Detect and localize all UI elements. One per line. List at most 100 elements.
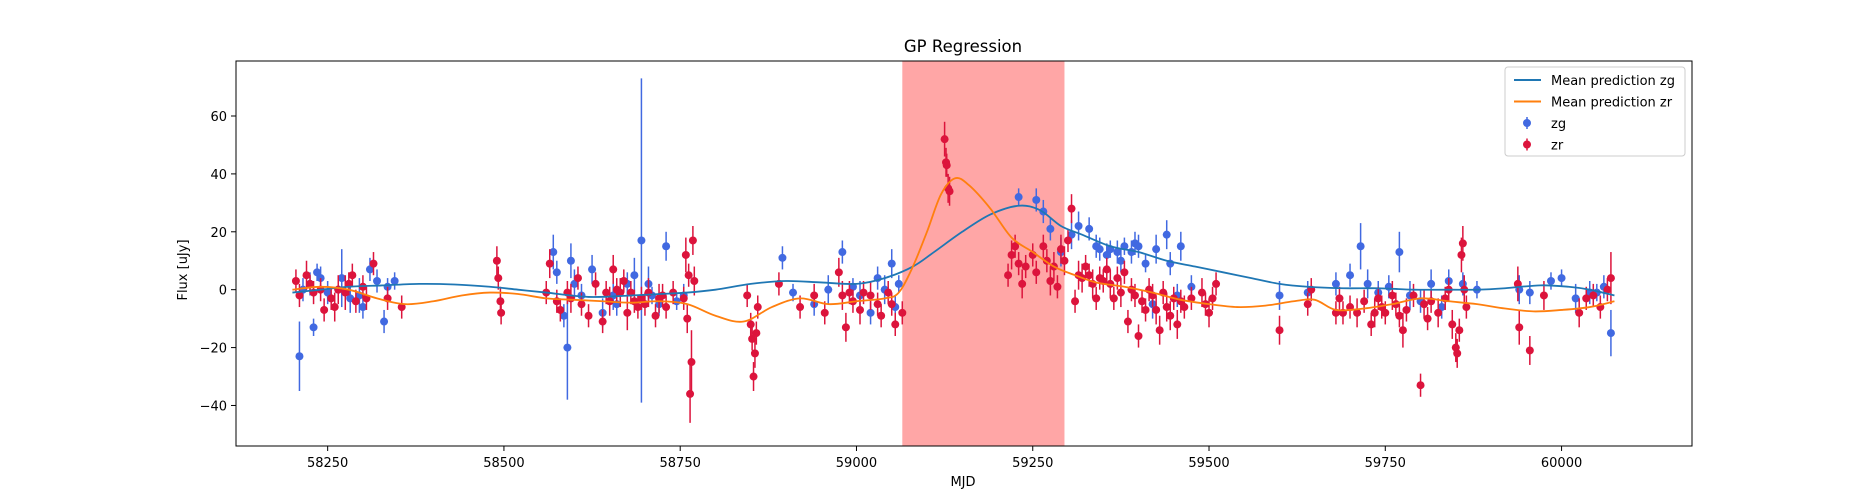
- data-point-zr: [1462, 303, 1471, 312]
- data-point-zg: [559, 311, 568, 320]
- data-point-zr: [1067, 204, 1076, 213]
- data-point-zr: [497, 308, 506, 317]
- data-point-zr: [1515, 323, 1524, 332]
- data-point-zr: [845, 288, 854, 297]
- data-point-zr: [598, 317, 607, 326]
- data-point-zr: [752, 329, 761, 338]
- data-point-zg: [866, 308, 875, 317]
- data-point-zg: [789, 288, 798, 297]
- x-tick-label: 60000: [1541, 456, 1582, 471]
- legend-point-marker: [1523, 119, 1531, 127]
- y-tick-label: 0: [219, 284, 227, 299]
- data-point-zr: [584, 311, 593, 320]
- data-point-zg: [1141, 259, 1150, 268]
- plot-area: 58250 58500 58750 59000 59250 59500 59750 60000…: [200, 60, 1693, 471]
- data-point-zg: [1356, 242, 1365, 251]
- data-point-zr: [397, 303, 406, 312]
- data-point-zg: [1606, 329, 1615, 338]
- data-point-zg: [609, 291, 618, 300]
- data-point-zr: [1453, 349, 1462, 358]
- data-point-zg: [1102, 250, 1111, 259]
- data-point-zr: [1275, 326, 1284, 335]
- data-point-zr: [1071, 297, 1080, 306]
- data-point-zr: [651, 311, 660, 320]
- legend-label: zg: [1551, 117, 1566, 132]
- data-point-zr: [898, 308, 907, 317]
- data-point-zr: [1011, 242, 1020, 251]
- data-point-zg: [313, 268, 322, 277]
- data-point-zr: [320, 305, 329, 314]
- data-point-zr: [1056, 245, 1065, 254]
- legend-box: [1504, 66, 1686, 157]
- data-point-zr: [302, 271, 311, 280]
- y-tick-label: 40: [210, 168, 227, 183]
- data-point-zg: [894, 279, 903, 288]
- data-point-zr: [820, 308, 829, 317]
- data-point-zr: [866, 291, 875, 300]
- data-point-zg: [365, 265, 374, 274]
- data-point-zg: [1152, 245, 1161, 254]
- data-point-zr: [942, 161, 951, 170]
- data-point-zr: [616, 288, 625, 297]
- data-point-zr: [1398, 326, 1407, 335]
- data-point-zr: [556, 305, 565, 314]
- data-point-zg: [373, 277, 382, 285]
- data-point-zg: [1085, 224, 1094, 233]
- data-point-zg: [358, 303, 367, 312]
- data-point-zr: [859, 288, 868, 297]
- data-point-zr: [1039, 242, 1048, 251]
- data-point-zr: [591, 279, 600, 288]
- data-point-zg: [1346, 271, 1355, 280]
- data-point-zr: [1109, 294, 1118, 303]
- data-point-zr: [1187, 294, 1196, 303]
- data-point-zg: [1525, 288, 1534, 297]
- data-point-zg: [1046, 224, 1055, 233]
- series-zg: [295, 78, 1615, 403]
- data-point-zg: [380, 317, 389, 326]
- x-tick-label: 58750: [660, 456, 701, 471]
- data-point-zr: [873, 300, 882, 309]
- data-point-zr: [687, 358, 696, 367]
- data-point-zr: [1303, 300, 1312, 309]
- data-point-zr: [1032, 268, 1041, 277]
- data-point-zr: [748, 334, 757, 343]
- data-point-zg: [1067, 230, 1076, 239]
- data-point-zr: [1014, 259, 1023, 268]
- data-point-zr: [1018, 279, 1027, 288]
- data-point-zr: [341, 288, 350, 297]
- data-point-zg: [1331, 279, 1340, 288]
- data-point-zr: [619, 277, 628, 285]
- data-point-zr: [686, 389, 695, 398]
- data-point-zr: [1205, 308, 1214, 317]
- data-point-zr: [1123, 317, 1132, 326]
- data-point-zr: [749, 372, 758, 381]
- data-point-zr: [1092, 294, 1101, 303]
- y-axis-label: Flux [uJy]: [176, 239, 191, 300]
- data-point-zr: [1525, 346, 1534, 355]
- data-point-zg: [637, 236, 646, 245]
- data-point-zg: [337, 274, 346, 283]
- data-point-zr: [891, 320, 900, 329]
- data-point-zr: [1152, 305, 1161, 314]
- data-point-zg: [570, 279, 579, 288]
- data-point-zr: [1416, 381, 1425, 390]
- data-point-zr: [1434, 308, 1443, 317]
- data-point-zg: [323, 288, 332, 297]
- data-point-zr: [609, 265, 618, 274]
- data-point-zr: [1212, 279, 1221, 288]
- data-point-zr: [1448, 320, 1457, 329]
- data-point-zr: [1360, 297, 1369, 306]
- data-point-zr: [492, 256, 501, 265]
- data-point-zr: [1102, 265, 1111, 274]
- data-point-zr: [810, 291, 819, 300]
- data-point-zg: [549, 248, 558, 257]
- data-point-zg: [1176, 242, 1185, 251]
- data-point-zr: [1046, 277, 1055, 285]
- data-point-zr: [662, 303, 671, 312]
- data-point-zr: [1130, 291, 1139, 300]
- data-point-zg: [887, 259, 896, 268]
- data-point-zr: [1021, 262, 1030, 271]
- data-point-zr: [602, 288, 611, 297]
- data-point-zg: [563, 343, 572, 352]
